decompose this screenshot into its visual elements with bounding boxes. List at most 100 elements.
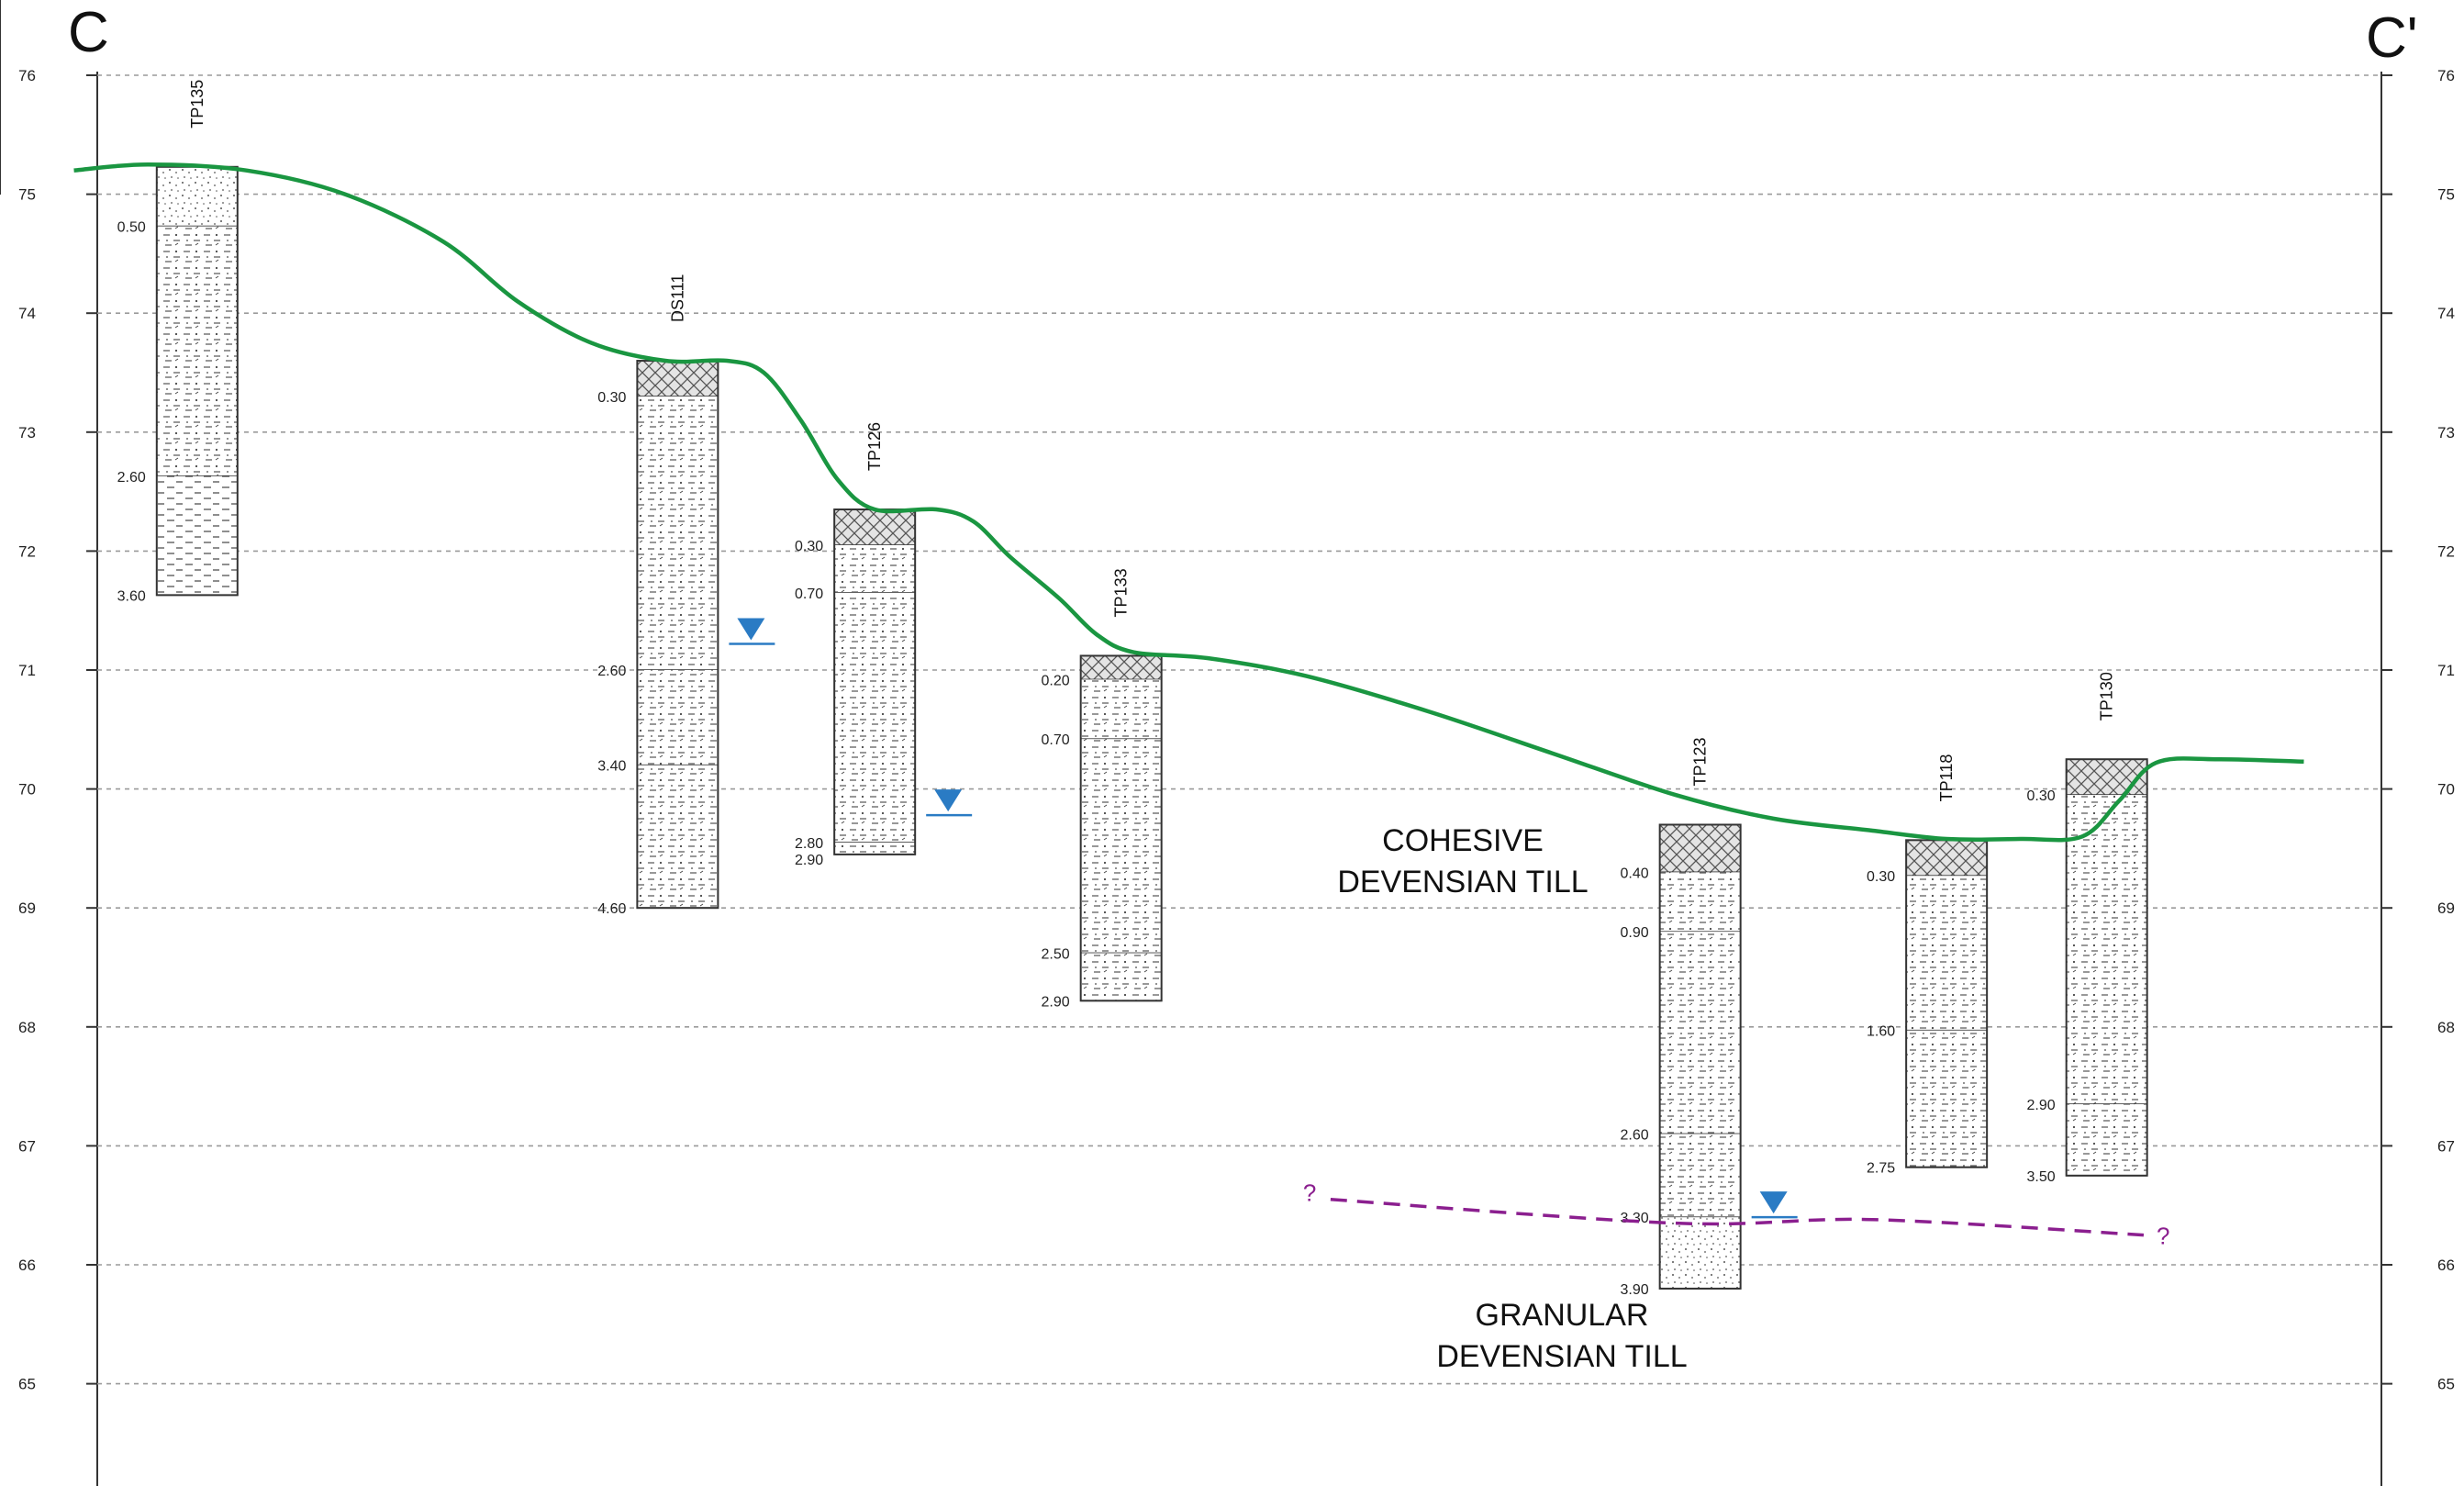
depth-label: 1.60: [1867, 1024, 1895, 1040]
borehole-tp123: TP123 0.40 0.90 2.60 3.30 3.90: [1621, 737, 1798, 1298]
depth-label: 2.90: [1042, 994, 1070, 1010]
borehole-layer-clay: [834, 842, 916, 855]
borehole-layer-clay: [834, 592, 916, 843]
borehole-layer-clay: [1659, 872, 1741, 933]
borehole-id-label: TP135: [188, 80, 206, 128]
tick-label-right: 72: [2437, 542, 2455, 560]
depth-label: 2.60: [597, 664, 626, 679]
tick-label-left: 69: [18, 899, 36, 917]
elevation-grid: 76 76 75 75 74 74 73 73 72 72 71 71 70 70 69 69 68 68 67 67…: [18, 67, 2455, 1393]
depth-label: 4.60: [597, 901, 626, 917]
depth-label: 2.60: [117, 470, 146, 486]
water-triangle: [1759, 1191, 1788, 1214]
borehole-outline: [1079, 654, 1163, 1002]
depth-label: 2.90: [795, 853, 823, 868]
water-strike-icon: [926, 789, 973, 817]
depth-label: 2.60: [1621, 1127, 1649, 1143]
borehole-layer-clay: [637, 670, 719, 765]
borehole-layer-clay: [1906, 876, 1988, 1031]
borehole-id-label: DS111: [668, 274, 686, 322]
depth-label: 3.60: [117, 588, 146, 604]
tick-label-right: 69: [2437, 899, 2455, 917]
borehole-tp130: TP130 0.30 2.90 3.50: [2027, 672, 2148, 1185]
depth-label: 0.30: [597, 390, 626, 406]
borehole-layer-clay: [1659, 932, 1741, 1134]
water-triangle: [934, 789, 963, 812]
borehole-outline: [2065, 758, 2148, 1177]
unit-label-granular-line2: DEVENSIAN TILL: [1436, 1339, 1687, 1374]
tick-label-left: 67: [18, 1137, 36, 1155]
section-start-label: C: [68, 1, 109, 64]
borehole-layer-sand: [1659, 1217, 1741, 1289]
borehole-layer-clay: [2066, 795, 2147, 1105]
borehole-id-label: TP126: [865, 422, 884, 471]
borehole-id-label: TP123: [1691, 737, 1710, 786]
tick-label-right: 76: [2437, 67, 2455, 84]
depth-label: 2.90: [2027, 1098, 2056, 1113]
tick-label-left: 75: [18, 186, 36, 204]
boundary-query-left: ?: [1303, 1179, 1316, 1207]
ground-surface-line: [73, 162, 2304, 843]
borehole-layer-clay: [1659, 1134, 1741, 1218]
tick-label-left: 74: [18, 305, 36, 322]
borehole-layer-topsoil: [1659, 824, 1741, 873]
section-end-label: C': [2366, 6, 2418, 70]
tick-label-right: 65: [2437, 1376, 2455, 1393]
borehole-layer-topsoil: [834, 509, 916, 545]
tick-label-right: 67: [2437, 1137, 2455, 1155]
depth-label: 0.90: [1621, 925, 1649, 941]
borehole-layer-clay: [1080, 679, 1162, 740]
borehole-logs: TP135 0.50 2.60 3.60 DS111 0.30 2.60 3.40 4.60 TP…: [117, 80, 2148, 1298]
boundary-query-right: ?: [2157, 1223, 2169, 1250]
borehole-layer-topsoil: [2066, 759, 2147, 796]
borehole-layer-clay: [156, 226, 238, 476]
depth-label: 0.70: [1042, 732, 1070, 748]
borehole-layer-clay: [1906, 1030, 1988, 1168]
tick-label-left: 72: [18, 542, 36, 560]
tick-label-right: 74: [2437, 305, 2455, 322]
borehole-layer-topsoil: [1080, 655, 1162, 680]
borehole-ds111: DS111 0.30 2.60 3.40 4.60: [597, 274, 775, 917]
borehole-layer-topsoil: [637, 361, 719, 397]
depth-label: 0.20: [1042, 673, 1070, 688]
water-strike-icon: [1751, 1191, 1798, 1219]
depth-label: 3.90: [1621, 1282, 1649, 1298]
borehole-layer-clay: [637, 396, 719, 670]
borehole-tp135: TP135 0.50 2.60 3.60: [117, 80, 239, 604]
depth-label: 0.30: [1867, 869, 1895, 885]
tick-label-right: 66: [2437, 1257, 2455, 1274]
tick-label-left: 66: [18, 1257, 36, 1274]
depth-label: 3.30: [1621, 1211, 1649, 1226]
borehole-tp118: TP118 0.30 1.60 2.75: [1867, 754, 1989, 1177]
borehole-layer-sand: [156, 166, 238, 227]
tick-label-left: 71: [18, 662, 36, 679]
tick-label-right: 71: [2437, 662, 2455, 679]
tick-label-left: 76: [18, 67, 36, 84]
borehole-layer-clay: [2066, 1104, 2147, 1176]
borehole-layer-clay: [834, 544, 916, 593]
unit-label-cohesive-line2: DEVENSIAN TILL: [1337, 865, 1588, 899]
depth-label: 0.30: [2027, 788, 2056, 804]
depth-label: 2.50: [1042, 946, 1070, 962]
tick-label-right: 70: [2437, 781, 2455, 799]
inferred-boundary-line: [1330, 1197, 2145, 1237]
depth-label: 2.75: [1867, 1161, 1895, 1177]
tick-label-right: 73: [2437, 424, 2455, 441]
borehole-layer-clay: [1080, 739, 1162, 954]
plot-frame: [0, 0, 2382, 1486]
borehole-id-label: TP130: [2098, 672, 2116, 721]
tick-label-left: 68: [18, 1019, 36, 1036]
tick-label-left: 65: [18, 1376, 36, 1393]
depth-label: 0.30: [795, 539, 823, 554]
borehole-tp126: TP126 0.30 0.70 2.802.90: [795, 422, 973, 868]
tick-label-left: 73: [18, 424, 36, 441]
tick-label-left: 70: [18, 781, 36, 799]
borehole-tp133: TP133 0.20 0.70 2.50 2.90: [1042, 568, 1163, 1010]
unit-label-granular-line1: GRANULAR: [1476, 1298, 1649, 1333]
tick-label-right: 68: [2437, 1019, 2455, 1036]
borehole-layer-clay: [1080, 953, 1162, 1001]
ground-profile: ??: [73, 162, 2304, 1250]
borehole-outline: [1658, 823, 1742, 1290]
water-triangle: [737, 618, 765, 641]
